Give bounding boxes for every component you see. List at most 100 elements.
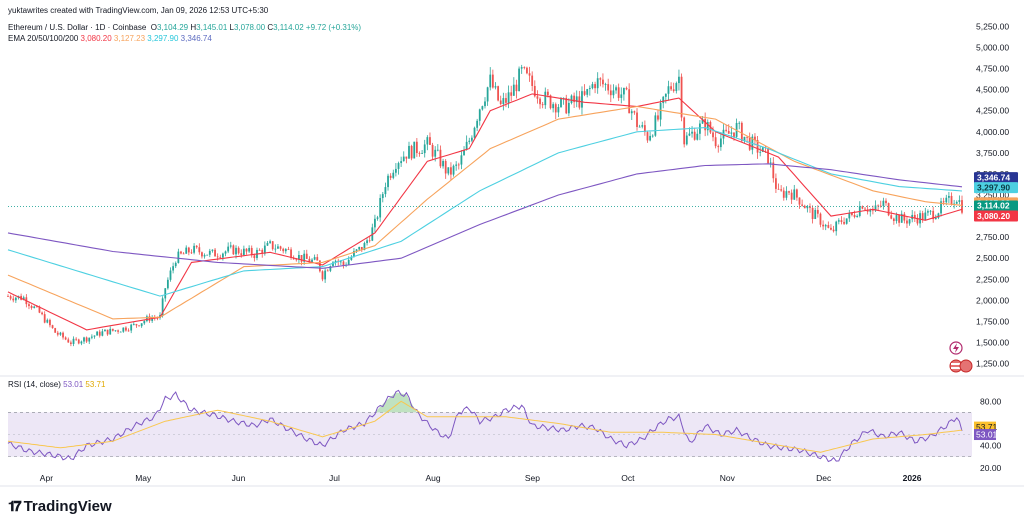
price-axis-tick: 2,250.00: [976, 274, 1009, 284]
symbol-title[interactable]: Ethereum / U.S. Dollar · 1D · Coinbase: [8, 23, 147, 32]
candle-body: [623, 87, 625, 95]
candle-body: [455, 164, 458, 166]
price-axis-tick: 2,750.00: [976, 232, 1009, 242]
candle-body: [581, 91, 583, 108]
candle-body: [127, 330, 130, 332]
candle-body: [439, 149, 442, 167]
candle-body: [476, 120, 479, 128]
rsi-ma-line[interactable]: [7, 400, 963, 453]
candle-body: [470, 137, 473, 141]
candle-body: [56, 332, 59, 335]
candle-body: [874, 205, 877, 211]
candle-body: [130, 324, 133, 331]
candle-body: [675, 83, 678, 92]
candle-body: [853, 214, 856, 218]
candle-body: [646, 132, 649, 141]
ema-line-ema50[interactable]: [7, 105, 963, 320]
candle-body: [523, 67, 526, 68]
candle-body: [138, 325, 140, 327]
candle-body: [772, 162, 775, 179]
candle-body: [400, 161, 403, 164]
candle-body: [161, 298, 164, 316]
candle-body: [565, 97, 568, 114]
ema-line-ema200[interactable]: [7, 163, 963, 269]
flag-us-icon[interactable]: [959, 359, 973, 373]
candle-body: [887, 203, 890, 216]
ema100-axis-label-bg: [974, 182, 1018, 194]
candle-body: [282, 248, 285, 252]
candle-body: [198, 247, 201, 253]
candle-body: [612, 90, 615, 96]
candle-body: [507, 92, 510, 103]
rsi-legend[interactable]: RSI (14, close) 53.01 53.71: [8, 380, 105, 389]
candle-body: [368, 240, 371, 242]
candle-body: [203, 255, 206, 257]
candle-body: [628, 89, 631, 114]
candle-body: [520, 67, 523, 69]
candle-body: [33, 306, 36, 308]
candle-body: [599, 78, 602, 80]
candle-body: [41, 312, 43, 315]
candle-body: [927, 211, 929, 213]
candle-body: [795, 189, 798, 198]
candle-body: [924, 212, 927, 220]
ema-line-ema100[interactable]: [7, 127, 963, 297]
candle-body: [769, 162, 772, 164]
candle-body: [201, 252, 203, 257]
change-value: +9.72 (+0.31%): [305, 23, 362, 32]
candle-body: [216, 256, 219, 258]
candle-body: [415, 141, 418, 154]
candle-body: [478, 109, 481, 121]
candle-body: [491, 74, 494, 88]
candle-body: [70, 342, 72, 344]
rsi-axis-tick: 80.00: [980, 396, 1002, 406]
candle-body: [919, 213, 921, 224]
ema-legend[interactable]: EMA 20/50/100/200 3,080.20 3,127.23 3,29…: [8, 34, 212, 43]
candle-body: [14, 297, 17, 301]
candle-body: [473, 127, 476, 138]
candle-body: [72, 338, 75, 344]
candle-body: [921, 213, 924, 220]
candle-body: [730, 132, 733, 134]
candle-body: [114, 330, 117, 332]
candle-body: [394, 168, 397, 173]
candle-body: [740, 122, 743, 142]
candle-body: [418, 153, 421, 154]
candle-body: [62, 332, 64, 338]
rsi-ma-axis-label-bg: [974, 421, 996, 433]
candle-body: [547, 91, 549, 96]
candle-body: [515, 84, 518, 92]
candle-body: [845, 218, 848, 224]
price-axis-tick: 1,500.00: [976, 338, 1009, 348]
candle-body: [30, 306, 33, 308]
ema-line-ema20[interactable]: [7, 93, 963, 331]
ema20-axis-label-bg: [974, 210, 1018, 222]
candle-body: [51, 325, 54, 329]
candle-body: [423, 144, 426, 154]
candle-body: [321, 271, 324, 280]
candle-body: [185, 247, 188, 254]
candle-body: [318, 260, 321, 272]
candle-body: [754, 136, 756, 140]
time-axis-tick: Aug: [425, 473, 440, 483]
price-axis-tick: 4,000.00: [976, 127, 1009, 137]
candle-body: [649, 135, 652, 141]
candle-body: [659, 103, 662, 120]
candle-body: [602, 79, 604, 85]
candle-body: [274, 248, 277, 250]
candle-body: [253, 255, 256, 259]
candle-body: [746, 136, 748, 138]
candle-body: [413, 141, 416, 159]
candle-body: [132, 324, 135, 325]
candle-body: [822, 224, 824, 227]
candle-body: [562, 97, 565, 99]
candle-body: [552, 104, 555, 109]
rsi-axis-label: 53.01: [976, 430, 998, 440]
candle-body: [392, 172, 395, 178]
candle-body: [536, 96, 539, 99]
candle-body: [586, 89, 589, 95]
candle-body: [484, 101, 486, 107]
candle-body: [111, 328, 114, 331]
candle-body: [355, 249, 358, 251]
